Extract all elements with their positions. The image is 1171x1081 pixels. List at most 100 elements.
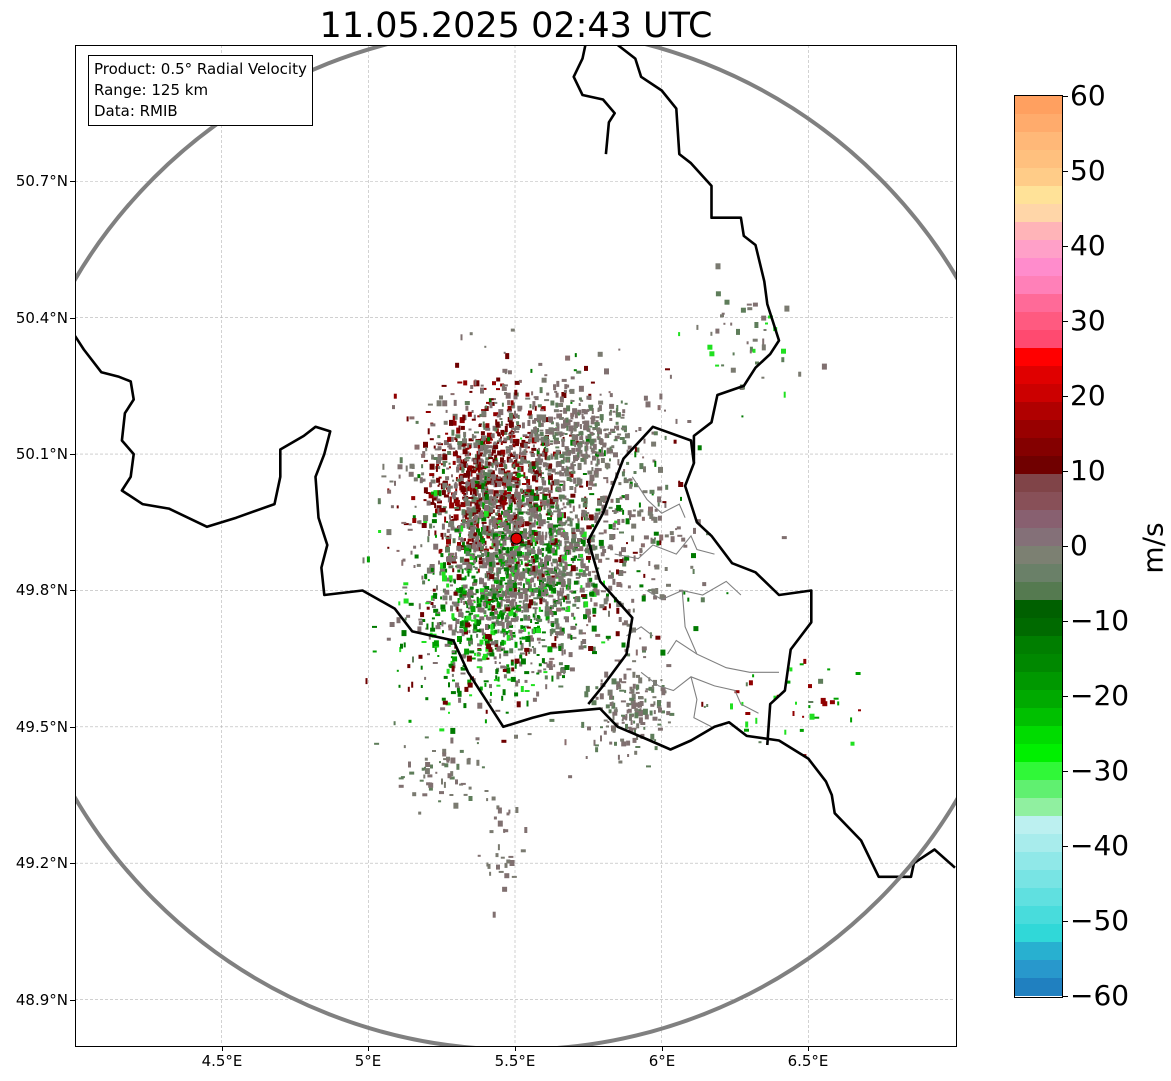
echo-pixel (449, 580, 452, 583)
echo-pixel (476, 497, 479, 500)
echo-pixel (534, 565, 539, 571)
echo-pixel (545, 447, 549, 452)
echo-pixel (448, 575, 453, 582)
echo-pixel (491, 606, 495, 612)
echo-pixel (585, 549, 590, 554)
echo-pixel (479, 607, 485, 613)
echo-pixel (511, 632, 516, 634)
echo-pixel (465, 567, 468, 571)
echo-pixel (431, 491, 434, 495)
echo-pixel (568, 775, 573, 779)
echo-pixel (429, 632, 433, 636)
echo-pixel (463, 473, 469, 475)
echo-pixel (544, 593, 546, 596)
echo-pixel (574, 353, 577, 358)
echo-pixel (572, 441, 577, 446)
echo-pixel (609, 702, 613, 707)
echo-pixel (491, 447, 496, 454)
echo-pixel (567, 523, 571, 526)
colorbar-segment (1015, 330, 1062, 348)
echo-pixel (493, 445, 499, 450)
echo-pixel (821, 363, 827, 370)
echo-pixel (409, 416, 415, 420)
echo-pixel (526, 544, 531, 548)
echo-pixel (607, 721, 610, 723)
echo-pixel (505, 585, 511, 590)
echo-pixel (577, 538, 582, 542)
echo-pixel (588, 486, 592, 490)
echo-pixel (476, 603, 482, 608)
echo-pixel (558, 520, 563, 525)
echo-pixel (586, 455, 591, 458)
echo-pixel (566, 459, 569, 463)
echo-pixel (608, 506, 613, 509)
echo-pixel (519, 661, 523, 667)
echo-pixel (494, 462, 497, 466)
colorbar-tick-label: −40 (1070, 829, 1130, 862)
echo-pixel (521, 532, 527, 539)
echo-pixel (678, 480, 681, 483)
echo-pixel (502, 689, 506, 696)
echo-pixel (559, 587, 562, 593)
echo-pixel (433, 543, 439, 550)
echo-pixel (730, 322, 733, 326)
echo-pixel (489, 871, 492, 876)
echo-pixel (495, 557, 499, 561)
radar-map[interactable] (75, 45, 957, 1047)
echo-pixel (474, 556, 478, 563)
echo-pixel (429, 438, 434, 441)
echo-pixel (403, 598, 409, 604)
echo-pixel (583, 645, 587, 649)
echo-pixel (553, 600, 556, 603)
echo-pixel (550, 453, 553, 460)
echo-pixel (446, 556, 451, 562)
echo-pixel (570, 431, 573, 436)
echo-pixel (573, 369, 577, 372)
echo-pixel (615, 707, 618, 712)
echo-pixel (485, 545, 488, 551)
echo-pixel (745, 682, 748, 687)
echo-pixel (567, 420, 573, 422)
echo-pixel (578, 574, 581, 578)
echo-pixel (493, 412, 499, 417)
echo-pixel (560, 521, 566, 526)
echo-pixel (596, 454, 599, 459)
echo-pixel (467, 602, 473, 606)
echo-pixel (466, 591, 471, 598)
echo-pixel (528, 505, 531, 508)
echo-pixel (623, 479, 629, 484)
echo-pixel (540, 582, 543, 588)
echo-pixel (474, 547, 479, 552)
echo-pixel (538, 663, 542, 667)
echo-pixel (610, 428, 615, 432)
echo-pixel (497, 509, 501, 513)
echo-pixel (538, 421, 542, 428)
echo-pixel (534, 542, 537, 546)
echo-pixel (522, 568, 525, 574)
echo-pixel (544, 589, 549, 595)
echo-pixel (439, 395, 443, 400)
echo-pixel (576, 580, 580, 585)
echo-pixel (443, 781, 446, 788)
echo-pixel (538, 562, 543, 567)
colorbar-segment (1015, 312, 1062, 330)
echo-pixel (601, 447, 604, 450)
echo-pixel (452, 518, 458, 521)
echo-pixel (490, 641, 496, 646)
echo-pixel (590, 460, 593, 465)
echo-pixel (455, 439, 458, 442)
echo-pixel (626, 623, 631, 627)
echo-pixel (498, 481, 503, 485)
echo-pixel (565, 498, 569, 501)
echo-pixel (564, 418, 567, 421)
echo-pixel (471, 518, 476, 522)
product-info-box: Product: 0.5° Radial Velocity Range: 125… (88, 55, 313, 126)
echo-pixel (481, 483, 486, 490)
echo-pixel (491, 527, 494, 534)
echo-pixel (520, 642, 524, 649)
echo-pixel (421, 464, 424, 469)
echo-pixel (573, 545, 578, 551)
echo-pixel (580, 399, 584, 402)
echo-pixel (555, 431, 561, 434)
echo-pixel (621, 681, 627, 684)
